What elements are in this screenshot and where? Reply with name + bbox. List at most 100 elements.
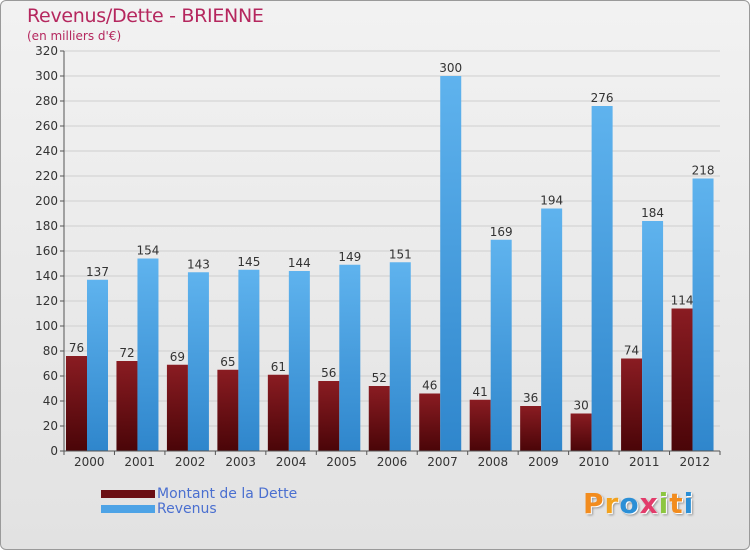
data-label-debt: 76 (69, 341, 84, 355)
y-tick-label: 160 (35, 244, 58, 258)
bar-debt (66, 356, 87, 451)
bar-revenue (440, 76, 462, 451)
data-label-revenue: 151 (389, 247, 412, 261)
bar-debt (419, 393, 441, 451)
chart-title: Revenus/Dette - BRIENNE (27, 5, 264, 27)
y-tick-label: 180 (35, 219, 58, 233)
data-labels: 76 137 72 154 69 143 65 145 61 144 56 149 52 151 46 300… (69, 61, 715, 413)
bar-debt (166, 364, 188, 451)
data-label-debt: 69 (170, 350, 185, 364)
logo-letter: x (639, 487, 659, 520)
legend-label-revenue: Revenus (157, 501, 217, 517)
bar-revenue (692, 178, 714, 451)
data-label-revenue: 300 (439, 61, 462, 75)
bar-debt (116, 361, 138, 451)
bar-debt (570, 413, 592, 451)
x-tick-label: 2011 (629, 455, 660, 469)
x-tick-label: 2006 (377, 455, 408, 469)
x-tick-label: 2000 (74, 455, 105, 469)
logo-letter: i (658, 487, 670, 520)
legend-swatch-revenue (101, 505, 155, 513)
x-tick-label: 2001 (124, 455, 155, 469)
data-label-revenue: 218 (692, 164, 715, 178)
bar-revenue (288, 271, 310, 451)
logo-letter: i (683, 487, 695, 520)
y-tick-label: 300 (35, 69, 58, 83)
logo-letter: r (604, 487, 620, 520)
data-label-debt: 114 (671, 294, 694, 308)
bar-revenue (541, 208, 563, 451)
data-label-revenue: 145 (237, 255, 260, 269)
bar-debt (217, 369, 239, 451)
data-label-revenue: 276 (591, 91, 614, 105)
y-tick-label: 0 (50, 444, 58, 458)
y-tick-label: 140 (35, 269, 58, 283)
legend-label-debt: Montant de la Dette (157, 486, 298, 502)
data-label-revenue: 143 (187, 257, 210, 271)
data-label-revenue: 144 (288, 256, 311, 270)
bar-debt (368, 386, 390, 451)
proxiti-logo: Proxiti (583, 487, 694, 520)
x-tick-label: 2010 (579, 455, 610, 469)
x-tick-label: 2004 (276, 455, 307, 469)
x-tick-label: 2003 (225, 455, 256, 469)
chart-subtitle: (en milliers d'€) (27, 29, 122, 43)
x-tick-label: 2012 (679, 455, 710, 469)
data-label-debt: 46 (422, 379, 437, 393)
y-tick-label: 120 (35, 294, 58, 308)
logo-letter: o (619, 487, 640, 520)
x-tick-label: 2007 (427, 455, 458, 469)
y-tick-label: 200 (35, 194, 58, 208)
data-label-revenue: 194 (540, 194, 563, 208)
bar-revenue (87, 279, 108, 451)
y-tick-label: 100 (35, 319, 58, 333)
axes: 0 20 40 60 80 100 120 140 160 180 200 220 240 260 280 3… (35, 44, 721, 469)
bar-revenue (238, 269, 260, 451)
bar-revenue (490, 239, 512, 451)
y-tick-label: 280 (35, 94, 58, 108)
logo-letter: t (669, 487, 684, 520)
bar-revenue (389, 262, 411, 451)
x-tick-label: 2002 (175, 455, 206, 469)
data-label-debt: 30 (573, 399, 588, 413)
x-tick-label: 2009 (528, 455, 559, 469)
data-label-revenue: 184 (641, 206, 664, 220)
data-label-debt: 36 (523, 391, 538, 405)
legend-swatch-debt (101, 490, 155, 498)
y-tick-label: 20 (43, 419, 58, 433)
bar-revenue (591, 106, 613, 451)
data-label-debt: 56 (321, 366, 336, 380)
data-label-revenue: 169 (490, 225, 513, 239)
bar-revenue (642, 221, 664, 451)
data-label-revenue: 154 (137, 244, 160, 258)
bar-debt (621, 358, 643, 451)
y-tick-label: 220 (35, 169, 58, 183)
data-label-debt: 65 (220, 355, 235, 369)
y-tick-label: 40 (43, 394, 58, 408)
data-label-debt: 52 (372, 371, 387, 385)
data-label-debt: 72 (119, 346, 134, 360)
y-tick-label: 60 (43, 369, 58, 383)
bar-debt (469, 399, 491, 451)
logo-letter: P (583, 487, 605, 520)
y-tick-label: 80 (43, 344, 58, 358)
bar-debt (671, 308, 693, 451)
bars (66, 76, 714, 451)
bar-revenue (187, 272, 209, 451)
data-label-revenue: 137 (86, 265, 109, 279)
y-tick-label: 260 (35, 119, 58, 133)
data-label-debt: 61 (271, 360, 286, 374)
bar-debt (520, 406, 542, 451)
bar-revenue (339, 264, 361, 451)
x-tick-label: 2008 (478, 455, 509, 469)
bar-revenue (137, 258, 159, 451)
x-tick-label: 2005 (326, 455, 357, 469)
data-label-debt: 74 (624, 344, 639, 358)
y-tick-label: 240 (35, 144, 58, 158)
data-label-debt: 41 (473, 385, 488, 399)
y-tick-label: 320 (35, 44, 58, 58)
bar-debt (267, 374, 289, 451)
data-label-revenue: 149 (338, 250, 361, 264)
